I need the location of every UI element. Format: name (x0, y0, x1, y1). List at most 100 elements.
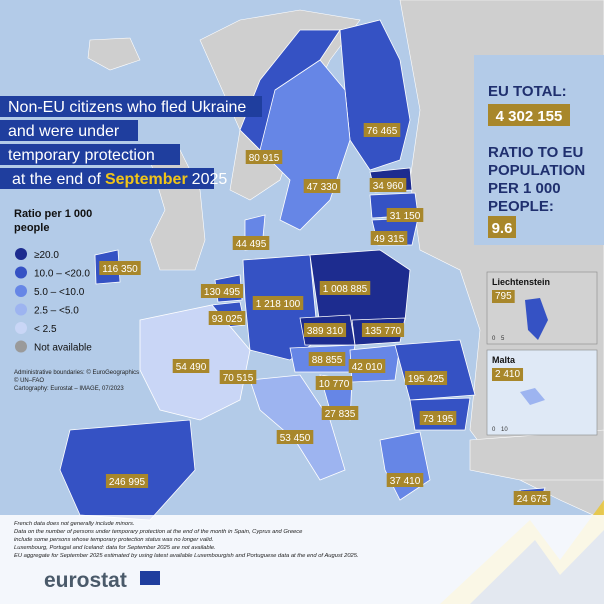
value-label: 76 465 (367, 126, 398, 137)
value-label-bg (172, 359, 210, 373)
title-part: 2025 (192, 171, 228, 188)
value-label-bg (370, 231, 408, 245)
title-line: temporary protection (8, 147, 155, 164)
value-label-bg (369, 178, 407, 192)
inset-scale: 0 (492, 336, 496, 342)
footer: Administrative boundaries: © EuroGeograp… (14, 369, 359, 592)
value-label: 27 835 (325, 409, 356, 420)
value-label-bg (200, 284, 244, 298)
note-line: French data does not generally include m… (14, 521, 135, 527)
ratio-label: POPULATION (488, 162, 585, 179)
note-line: EU aggregate for September 2025 estimate… (14, 553, 359, 559)
value-label: 34 960 (373, 181, 404, 192)
legend-label: Not available (34, 343, 92, 354)
inset-scale: 5 (501, 336, 505, 342)
value-label-bg (386, 208, 424, 222)
value-label: 53 450 (280, 433, 311, 444)
legend-label: 2.5 – <5.0 (34, 306, 79, 317)
legend-label: 10.0 – <20.0 (34, 269, 90, 280)
note-line: include some persons whose temporary pro… (14, 537, 213, 543)
inset-value-bg (492, 290, 515, 303)
stats-bg (474, 55, 604, 245)
legend-label: 5.0 – <10.0 (34, 287, 85, 298)
inset-value-bg (492, 368, 524, 381)
title-part: September (105, 171, 188, 188)
inset-name: Liechtenstein (492, 277, 550, 287)
value-label: 1 008 885 (323, 284, 368, 295)
value-label: 54 490 (176, 362, 207, 373)
source-line: © UN–FAO (14, 377, 44, 384)
legend-swatch (15, 266, 27, 279)
map-labels: 76 465 80 915 47 330 34 960 31 150 49 315 44 4… (99, 123, 551, 505)
inset-value: 795 (495, 291, 512, 302)
inset-name: Malta (492, 355, 516, 365)
value-label-bg (99, 261, 141, 275)
value-label-bg (303, 323, 347, 337)
stats: EU TOTAL: 4 302 155 RATIO TO EUPOPULATIONP… (488, 83, 585, 238)
ratio-label: RATIO TO EU (488, 144, 583, 161)
title-line: Non-EU citizens who fled Ukraine (8, 99, 246, 116)
value-label-bg (321, 406, 359, 420)
value-label-bg (419, 411, 457, 425)
legend-label: ≥20.0 (34, 250, 59, 261)
source-line: Cartography: Eurostat – IMAGE, 07/2023 (14, 386, 124, 392)
value-label-bg (303, 179, 341, 193)
value-label: 80 915 (249, 153, 280, 164)
logo-flag (140, 571, 160, 585)
note-line: Data on the number of persons under temp… (14, 529, 303, 535)
value-label: 246 995 (109, 477, 146, 488)
value-label-bg (386, 473, 424, 487)
title-band (0, 144, 180, 165)
value-label: 70 515 (223, 373, 254, 384)
value-label: 135 770 (365, 326, 402, 337)
ratio-label: PER 1 000 (488, 180, 561, 197)
value-label: 42 010 (352, 362, 383, 373)
legend-swatch (15, 303, 27, 316)
value-label-bg (315, 376, 353, 390)
value-label-bg (208, 311, 246, 325)
title-part: at the end of (12, 171, 102, 188)
eu-total-bg (488, 104, 570, 126)
legend-title: Ratio per 1 000 (14, 208, 92, 220)
title: Non-EU citizens who fled Ukraine and were… (0, 96, 262, 189)
value-label-bg (245, 150, 283, 164)
legend-swatch (15, 248, 27, 260)
value-label: 88 855 (312, 355, 343, 366)
value-label: 73 195 (423, 414, 454, 425)
title-line: and were under (8, 123, 120, 140)
legend-label: < 2.5 (34, 324, 57, 335)
legend-title: people (14, 222, 49, 234)
value-label: 31 150 (390, 211, 421, 222)
value-label-bg (252, 296, 304, 310)
legend-swatch (15, 340, 27, 353)
title-band (0, 168, 214, 189)
value-label-bg (105, 474, 149, 488)
value-label-bg (276, 430, 314, 444)
note-line: Luxembourg, Portugal and Iceland: data f… (14, 545, 216, 551)
inset-shape (520, 388, 545, 405)
inset-scale: 0 (492, 427, 496, 433)
value-label: 116 350 (102, 264, 138, 275)
ratio-value: 9.6 (492, 220, 513, 237)
title-line: at the end of September 2025 (12, 171, 227, 188)
value-label: 49 315 (374, 234, 405, 245)
inset-shape (525, 298, 548, 340)
value-label-bg (363, 123, 401, 137)
legend: Ratio per 1 000 people ≥20.0 10.0 – <20.0 5.… (14, 208, 92, 354)
eu-total-value: 4 302 155 (496, 108, 563, 125)
value-label-bg (219, 370, 257, 384)
value-label: 130 495 (204, 287, 241, 298)
value-label-bg (308, 352, 346, 366)
value-label: 93 025 (212, 314, 243, 325)
title-band (0, 96, 262, 117)
value-label: 47 330 (307, 182, 338, 193)
value-label: 195 425 (408, 374, 445, 385)
value-label: 1 218 100 (256, 299, 301, 310)
eu-total-label: EU TOTAL: (488, 83, 567, 100)
value-label-bg (232, 236, 270, 250)
inset-value: 2 410 (495, 369, 520, 380)
inset-scale: 10 (501, 427, 508, 433)
value-label: 37 410 (390, 476, 421, 487)
